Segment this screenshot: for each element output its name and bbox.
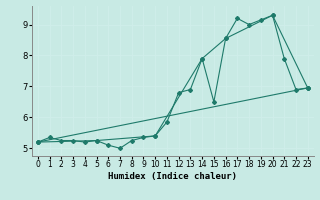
X-axis label: Humidex (Indice chaleur): Humidex (Indice chaleur) [108,172,237,181]
